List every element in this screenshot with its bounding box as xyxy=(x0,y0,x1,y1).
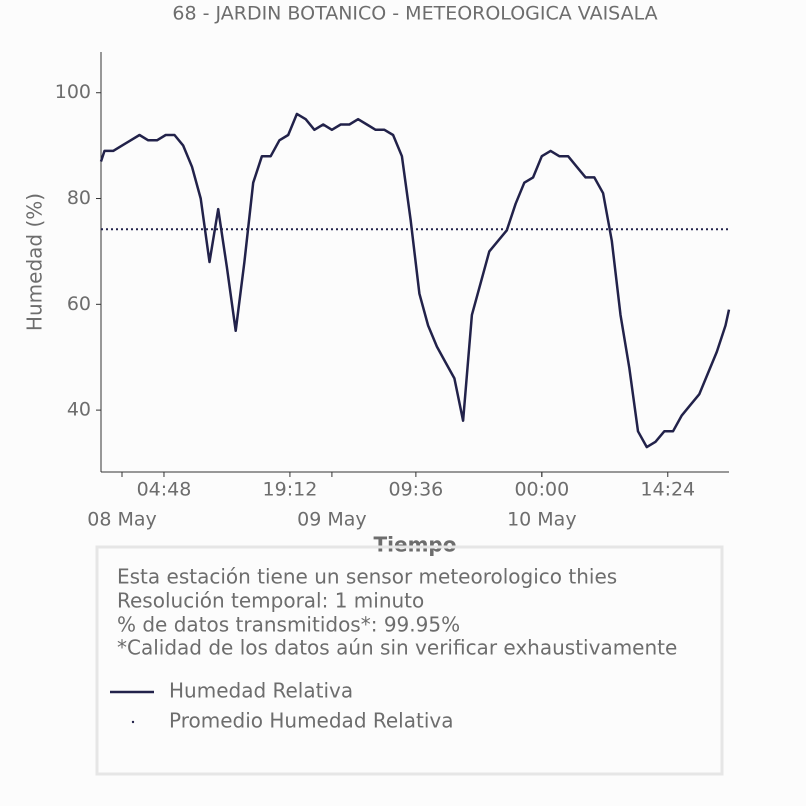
x-date-label: 10 May xyxy=(507,509,577,531)
legend-swatch xyxy=(131,720,135,724)
info-box xyxy=(95,545,724,776)
x-tick-label: 09:36 xyxy=(388,479,443,501)
y-axis-title: Humedad (%) xyxy=(23,193,47,331)
info-line: *Calidad de los datos aún sin verificar … xyxy=(117,636,677,660)
data-line xyxy=(99,112,731,449)
legend-label: Humedad Relativa xyxy=(169,679,353,703)
x-axis-title: Tiempo xyxy=(374,533,457,557)
y-tick-label: 100 xyxy=(55,81,91,103)
x-tick-label: 14:24 xyxy=(640,479,695,501)
y-tick-label: 40 xyxy=(67,399,91,421)
chart-title: 68 - JARDIN BOTANICO - METEOROLOGICA VAI… xyxy=(172,3,657,25)
info-line: % de datos transmitidos*: 99.95% xyxy=(117,613,460,637)
info-line: Resolución temporal: 1 minuto xyxy=(117,589,424,613)
x-tick-label: 19:12 xyxy=(263,479,318,501)
legend-label: Promedio Humedad Relativa xyxy=(169,709,453,733)
x-tick-label: 04:48 xyxy=(137,479,192,501)
x-date-label: 08 May xyxy=(87,509,157,531)
x-tick-label: 00:00 xyxy=(514,479,569,501)
y-tick-label: 60 xyxy=(67,293,91,315)
x-date-label: 09 May xyxy=(297,509,367,531)
y-tick-label: 80 xyxy=(67,187,91,209)
info-line: Esta estación tiene un sensor meteorolog… xyxy=(117,565,617,589)
